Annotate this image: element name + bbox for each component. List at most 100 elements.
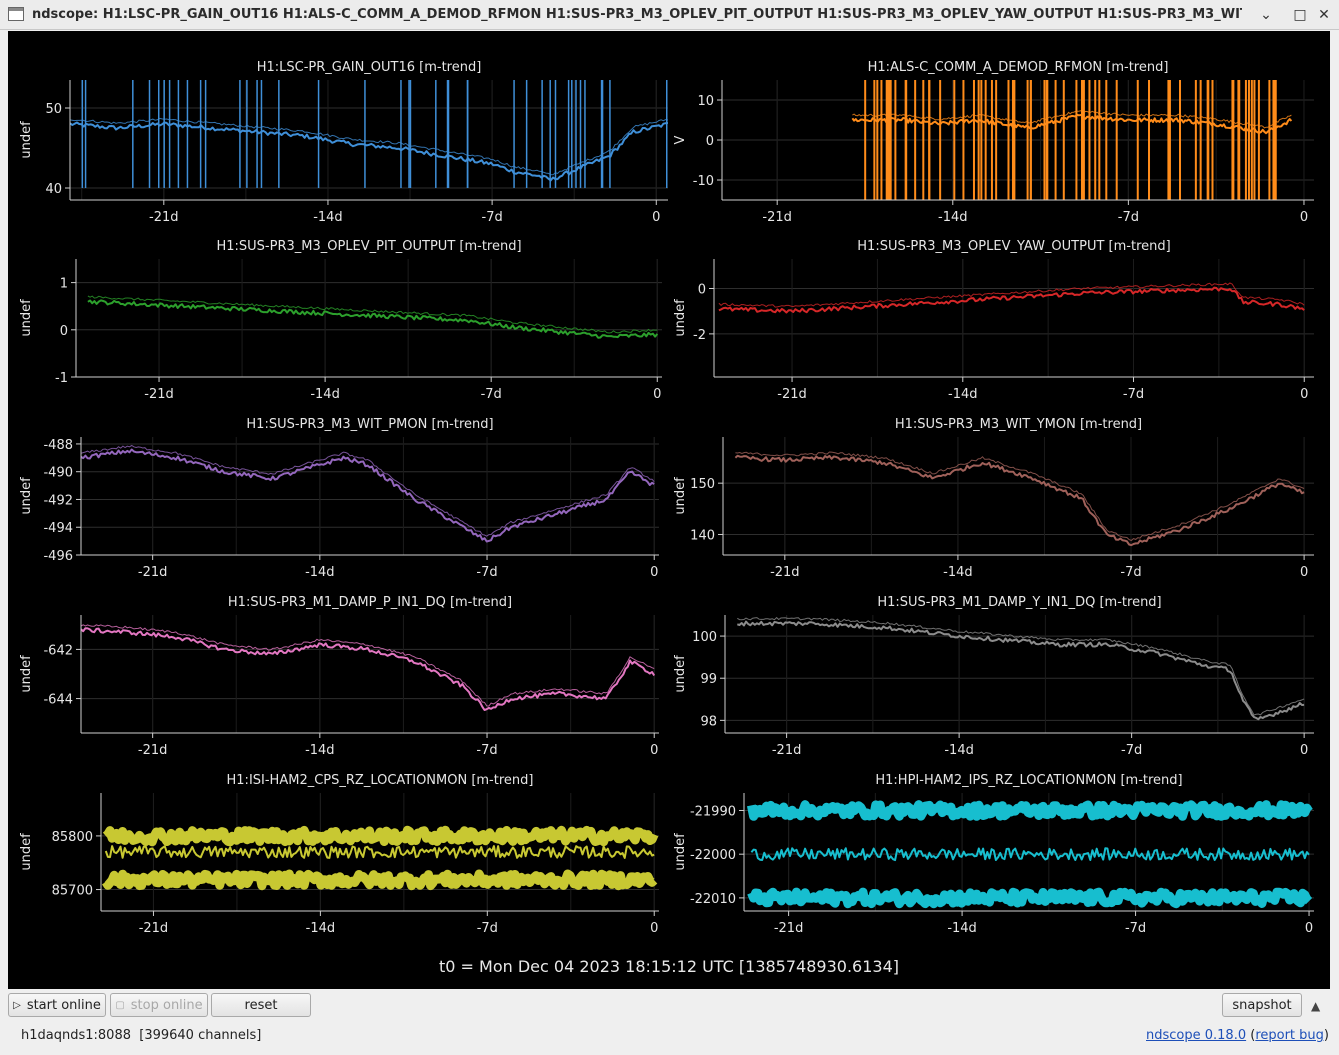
- x-tick-label: -7d: [1121, 743, 1142, 758]
- plots-canvas[interactable]: H1:LSC-PR_GAIN_OUT16 [m-trend] -21d -14d -7…: [8, 31, 1330, 989]
- x-tick-label: 0: [650, 921, 658, 936]
- chart-8[interactable]: H1:SUS-PR3_M1_DAMP_Y_IN1_DQ [m-trend] -21…: [673, 595, 1314, 758]
- y-tick-label: 85700: [52, 884, 93, 899]
- y-tick-label: 0: [698, 283, 706, 298]
- x-tick-label: -7d: [1125, 921, 1146, 936]
- snapshot-button[interactable]: snapshot: [1222, 993, 1302, 1017]
- y-tick-label: -492: [43, 493, 73, 508]
- chart-traces: [718, 282, 1305, 314]
- chart-6[interactable]: H1:SUS-PR3_M3_WIT_YMON [m-trend] -21d -14d…: [673, 417, 1314, 580]
- x-tick-label: -21d: [772, 743, 802, 758]
- x-tick-label: -21d: [139, 921, 169, 936]
- y-tick-label: -22010: [690, 892, 736, 907]
- y-tick-label: -642: [43, 643, 73, 658]
- y-tick-label: 10: [697, 94, 714, 109]
- series-envelope: [852, 110, 1292, 129]
- version-link[interactable]: ndscope 0.18.0: [1146, 1028, 1247, 1043]
- paren-close: ): [1323, 1028, 1329, 1043]
- t0-label: t0 = Mon Dec 04 2023 18:15:12 UTC [13857…: [439, 957, 899, 976]
- minimize-icon[interactable]: ⌄: [1260, 7, 1272, 23]
- series-line: [81, 627, 656, 711]
- close-icon[interactable]: ✕: [1318, 7, 1330, 23]
- y-axis-label: undef: [19, 833, 34, 871]
- chart-traces: [746, 800, 1313, 909]
- chart-title: H1:SUS-PR3_M3_WIT_PMON [m-trend]: [246, 417, 493, 432]
- window-titlebar: ndscope: H1:LSC-PR_GAIN_OUT16 H1:ALS-C_C…: [0, 0, 1339, 30]
- chart-5[interactable]: H1:SUS-PR3_M3_WIT_PMON [m-trend] -21d -14d…: [19, 417, 659, 580]
- chart-10[interactable]: H1:HPI-HAM2_IPS_RZ_LOCATIONMON [m-trend]…: [673, 773, 1314, 936]
- series-line: [102, 825, 659, 847]
- y-axis-label: undef: [19, 121, 34, 159]
- y-tick-label: 140: [690, 528, 715, 543]
- series-line: [81, 448, 655, 543]
- x-tick-label: -14d: [948, 387, 978, 402]
- window-title: ndscope: H1:LSC-PR_GAIN_OUT16 H1:ALS-C_C…: [32, 7, 1242, 22]
- x-tick-label: 0: [1305, 921, 1313, 936]
- series-envelope: [81, 624, 655, 707]
- x-tick-label: -21d: [149, 210, 179, 225]
- y-tick-label: 40: [45, 182, 62, 197]
- y-tick-label: -10: [693, 174, 714, 189]
- series-envelope: [735, 451, 1305, 542]
- x-tick-label: -21d: [762, 210, 792, 225]
- y-tick-label: -22000: [690, 848, 736, 863]
- start-online-label: start online: [26, 997, 101, 1013]
- chart-traces: [851, 80, 1293, 200]
- x-tick-label: 0: [653, 387, 661, 402]
- x-tick-label: -21d: [138, 743, 168, 758]
- chart-traces: [81, 624, 656, 711]
- plot-area: H1:LSC-PR_GAIN_OUT16 [m-trend] -21d -14d -7…: [8, 31, 1330, 989]
- y-tick-label: 100: [692, 630, 717, 645]
- chart-3[interactable]: H1:SUS-PR3_M3_OPLEV_PIT_OUTPUT [m-trend]…: [19, 239, 662, 402]
- chart-4[interactable]: H1:SUS-PR3_M3_OPLEV_YAW_OUTPUT [m-trend]…: [673, 239, 1314, 402]
- series-line: [746, 800, 1313, 821]
- y-tick-label: -644: [43, 693, 73, 708]
- snapshot-label: snapshot: [1232, 997, 1292, 1013]
- series-line: [747, 887, 1313, 909]
- report-bug-link[interactable]: report bug: [1255, 1028, 1324, 1043]
- x-tick-label: -14d: [943, 565, 973, 580]
- maximize-icon[interactable]: □: [1293, 7, 1307, 23]
- play-icon: ▷: [13, 999, 21, 1011]
- chevron-up-icon[interactable]: ▲: [1311, 999, 1321, 1013]
- reset-label: reset: [244, 997, 278, 1013]
- x-tick-label: 0: [1300, 210, 1308, 225]
- y-axis-label: undef: [673, 655, 688, 693]
- y-tick-label: 85800: [52, 830, 93, 845]
- stop-icon: ▢: [115, 999, 125, 1011]
- y-tick-label: -494: [43, 521, 73, 536]
- chart-1[interactable]: H1:LSC-PR_GAIN_OUT16 [m-trend] -21d -14d -7…: [19, 60, 668, 225]
- y-tick-label: 1: [60, 277, 68, 292]
- chart-title: H1:ALS-C_COMM_A_DEMOD_RFMON [m-trend]: [868, 60, 1169, 75]
- x-tick-label: -14d: [944, 743, 974, 758]
- chart-traces: [734, 451, 1305, 547]
- chart-2[interactable]: H1:ALS-C_COMM_A_DEMOD_RFMON [m-trend] -21…: [673, 60, 1314, 225]
- series-line: [87, 299, 659, 339]
- chart-traces: [70, 80, 668, 188]
- y-tick-label: -490: [43, 466, 73, 481]
- chart-9[interactable]: H1:ISI-HAM2_CPS_RZ_LOCATIONMON [m-trend]…: [19, 773, 659, 936]
- series-line: [718, 286, 1305, 314]
- x-tick-label: -7d: [481, 387, 502, 402]
- chart-title: H1:HPI-HAM2_IPS_RZ_LOCATIONMON [m-trend]: [875, 773, 1182, 788]
- chart-title: H1:SUS-PR3_M1_DAMP_Y_IN1_DQ [m-trend]: [877, 595, 1161, 610]
- y-tick-label: -2: [693, 328, 706, 343]
- series-line: [102, 869, 658, 891]
- x-tick-label: -21d: [774, 921, 804, 936]
- stop-online-label: stop online: [130, 997, 203, 1013]
- x-tick-label: 0: [1300, 565, 1308, 580]
- y-axis-label: undef: [19, 477, 34, 515]
- y-tick-label: -1: [55, 371, 68, 386]
- chart-7[interactable]: H1:SUS-PR3_M1_DAMP_P_IN1_DQ [m-trend] -21…: [19, 595, 659, 758]
- start-online-button[interactable]: ▷ start online: [8, 993, 106, 1017]
- y-axis-label: undef: [19, 655, 34, 693]
- y-tick-label: -496: [43, 549, 73, 564]
- series-line: [750, 847, 1310, 862]
- series-envelope: [737, 616, 1305, 716]
- y-axis-label: undef: [673, 833, 688, 871]
- x-tick-label: 0: [1300, 743, 1308, 758]
- reset-button[interactable]: reset: [211, 993, 311, 1017]
- x-tick-label: -14d: [305, 743, 335, 758]
- series-envelope: [718, 282, 1305, 308]
- series-line: [736, 620, 1305, 721]
